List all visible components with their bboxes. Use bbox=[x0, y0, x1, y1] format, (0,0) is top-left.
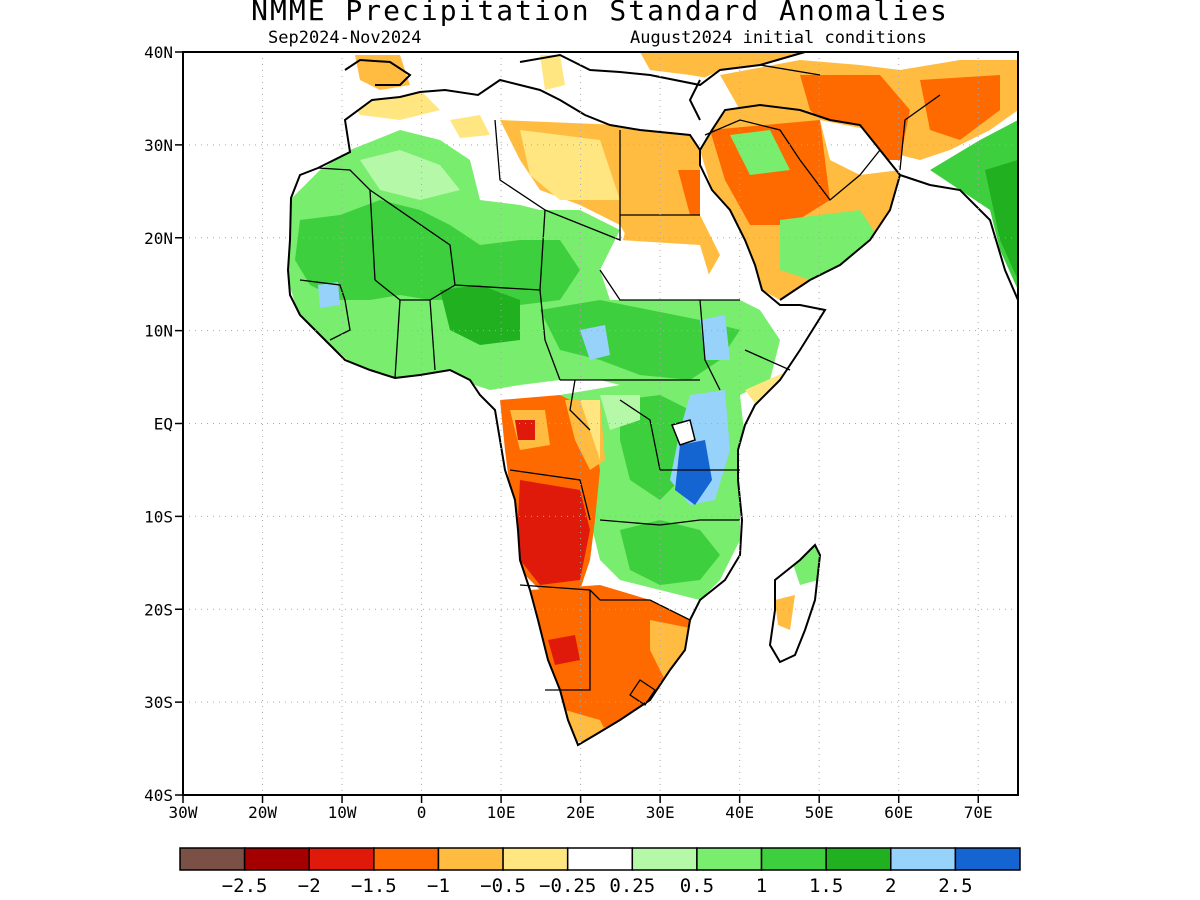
colorbar-swatch bbox=[243, 847, 310, 871]
lat-tick-label: 10N bbox=[144, 322, 173, 341]
lon-tick-label: 20E bbox=[566, 803, 595, 822]
lon-tick-label: 10W bbox=[328, 803, 357, 822]
lon-tick-label: 30E bbox=[646, 803, 675, 822]
colorbar-swatch bbox=[825, 847, 892, 871]
colorbar-swatch bbox=[760, 847, 827, 871]
colorbar-swatch bbox=[179, 847, 246, 871]
coastlines bbox=[286, 51, 1019, 747]
colorbar: −2.5 −2 −1.5 −1 −0.5 −0.25 0.25 0.5 1 1.5 2 2.5 bbox=[179, 847, 1021, 897]
colorbar-swatch bbox=[566, 847, 634, 871]
initial-conditions: August2024 initial conditions bbox=[630, 28, 927, 48]
colorbar-label: 0.25 bbox=[609, 875, 655, 897]
colorbar-label: −0.5 bbox=[480, 875, 526, 897]
lat-tick-label: 30N bbox=[144, 136, 173, 155]
country-borders bbox=[299, 64, 941, 706]
lake-victoria bbox=[670, 419, 696, 446]
lat-tick-label: 20S bbox=[144, 600, 173, 619]
lat-tick-label: 10S bbox=[144, 507, 173, 526]
lon-tick-label: 50E bbox=[805, 803, 834, 822]
lat-tick-label: 40N bbox=[144, 43, 173, 62]
lat-tick-label: 20N bbox=[144, 229, 173, 248]
colorbar-swatch bbox=[502, 847, 569, 871]
colorbar-label: −0.25 bbox=[539, 875, 596, 897]
colorbar-label: −2 bbox=[298, 875, 321, 897]
lon-tick-label: 20W bbox=[248, 803, 277, 822]
lon-tick-label: 70E bbox=[964, 803, 993, 822]
colorbar-label: 1.5 bbox=[809, 875, 843, 897]
lon-tick-label: 60E bbox=[884, 803, 913, 822]
colorbar-swatch bbox=[631, 847, 698, 871]
colorbar-swatch bbox=[437, 847, 504, 871]
lat-tick-label: EQ bbox=[154, 415, 173, 434]
colorbar-swatch bbox=[696, 847, 763, 871]
colorbar-swatch bbox=[890, 847, 957, 871]
lon-tick-label: 0 bbox=[417, 803, 427, 822]
lon-tick-label: 10E bbox=[487, 803, 516, 822]
lat-tick-label: 30S bbox=[144, 693, 173, 712]
colorbar-label: 0.5 bbox=[680, 875, 714, 897]
forecast-period: Sep2024-Nov2024 bbox=[268, 28, 422, 48]
colorbar-label: 2.5 bbox=[938, 875, 972, 897]
colorbar-label: −1 bbox=[427, 875, 450, 897]
colorbar-swatch bbox=[373, 847, 440, 871]
colorbar-label: −2.5 bbox=[222, 875, 268, 897]
colorbar-label: 2 bbox=[885, 875, 896, 897]
map-title: NMME Precipitation Standard Anomalies bbox=[251, 0, 949, 27]
lat-tick-label: 40S bbox=[144, 786, 173, 805]
colorbar-swatch bbox=[954, 847, 1021, 871]
colorbar-swatch bbox=[308, 847, 375, 871]
colorbar-label: −1.5 bbox=[351, 875, 397, 897]
colorbar-label: 1 bbox=[756, 875, 767, 897]
lon-tick-label: 30W bbox=[169, 803, 198, 822]
lon-tick-label: 40E bbox=[725, 803, 754, 822]
